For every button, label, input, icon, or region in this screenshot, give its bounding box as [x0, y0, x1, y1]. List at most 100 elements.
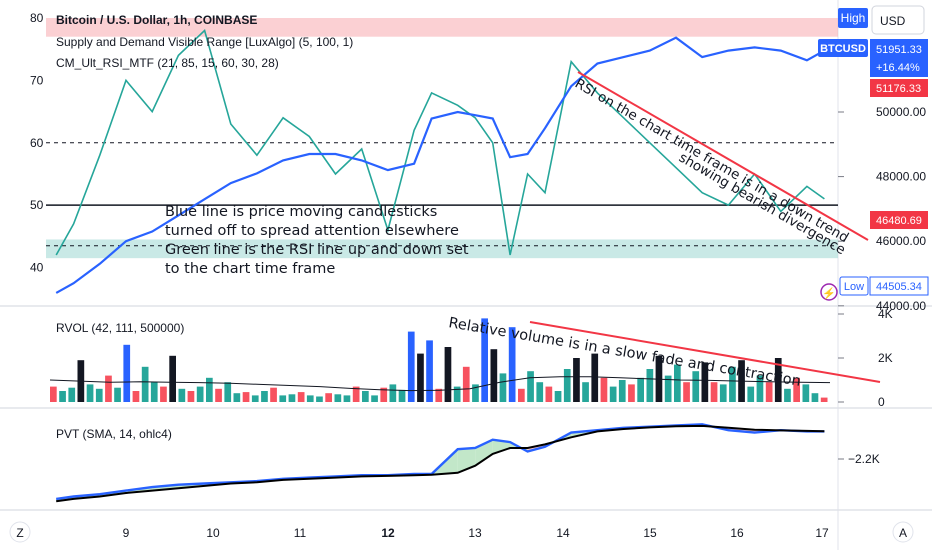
rvol-bar	[279, 395, 287, 402]
supply-zone	[46, 18, 838, 37]
rvol-tick-label: 2K	[878, 351, 893, 365]
rvol-bar	[774, 358, 782, 402]
rvol-bar	[536, 382, 544, 402]
rvol-bar	[141, 366, 149, 402]
indicator-supply-demand[interactable]: Supply and Demand Visible Range [LuxAlgo…	[56, 35, 353, 49]
rvol-bar	[233, 393, 241, 402]
time-tick-label: 11	[294, 526, 307, 540]
rsi-tick-label: 60	[30, 136, 44, 150]
rvol-bar	[646, 369, 654, 402]
pvt-fill	[492, 439, 511, 454]
rvol-average-line	[49, 376, 831, 392]
rvol-bar	[50, 386, 57, 402]
rvol-bar	[784, 388, 791, 402]
pvt-tick: −2.2K	[848, 452, 880, 466]
rvol-bar	[710, 382, 718, 402]
rsi-line	[55, 29, 825, 256]
time-tick-label: 16	[730, 526, 744, 540]
rvol-bar	[582, 382, 589, 402]
rvol-bar	[343, 395, 351, 402]
currency-button[interactable]	[871, 5, 925, 35]
rvol-bar	[261, 391, 268, 402]
rvol-bar	[105, 375, 112, 402]
rvol-bar	[518, 388, 525, 402]
rvol-bar	[150, 382, 158, 402]
rvol-bar	[417, 353, 424, 402]
rvol-bar	[811, 393, 819, 402]
auto-scale-button-label: A	[899, 526, 907, 540]
time-tick-label: 13	[468, 526, 482, 540]
low-price-tag	[869, 276, 929, 296]
rvol-bar	[793, 377, 800, 402]
rvol-bar	[765, 382, 773, 402]
time-tick-label: 10	[206, 526, 220, 540]
price-tick-label: 50000.00	[876, 105, 926, 119]
rvol-bar	[692, 371, 700, 402]
rvol-bar	[196, 386, 204, 402]
rvol-bar	[747, 386, 755, 402]
rvol-bar	[545, 386, 553, 402]
rsi-tick-label: 70	[30, 73, 44, 87]
pvt-title[interactable]: PVT (SMA, 14, ohlc4)	[56, 427, 172, 441]
rvol-bar	[701, 362, 709, 402]
currency-button-label: USD	[880, 14, 906, 28]
rvol-tick-label: 0	[878, 395, 885, 409]
rvol-title[interactable]: RVOL (42, 111, 500000)	[56, 321, 184, 335]
rvol-bar	[637, 377, 644, 402]
rvol-bar	[820, 397, 828, 402]
rvol-bar	[435, 388, 443, 402]
symbol-badge	[818, 39, 868, 57]
rvol-bar	[719, 384, 727, 402]
level-tag-red	[870, 79, 928, 97]
time-tick-label: 9	[123, 526, 130, 540]
rvol-bar	[609, 386, 617, 402]
low-price: 44505.34	[876, 281, 922, 293]
high-button-label: High	[841, 11, 866, 25]
symbol-title: Bitcoin / U.S. Dollar, 1h, COINBASE	[56, 13, 257, 27]
price-tick-label: 46000.00	[876, 234, 926, 248]
rvol-bar	[618, 380, 626, 402]
demand-zone	[46, 239, 838, 259]
timezone-button[interactable]	[9, 521, 31, 543]
left-note-line: Blue line is price moving candlesticks	[165, 204, 437, 220]
rvol-bar	[683, 382, 690, 402]
rvol-bar	[600, 377, 608, 402]
rvol-bar	[371, 395, 378, 402]
rvol-bar	[444, 347, 452, 402]
rvol-bar	[472, 384, 479, 402]
rsi-tick-label: 40	[30, 261, 44, 275]
level-tag-red-2	[870, 211, 928, 229]
rsi-tick-label: 80	[30, 11, 44, 25]
rvol-bar	[169, 355, 176, 402]
rvol-bar	[288, 394, 296, 402]
auto-scale-button[interactable]	[892, 521, 914, 543]
time-tick-label: 17	[815, 526, 829, 540]
rvol-bar	[224, 382, 232, 402]
symbol-badge-label: BTCUSD	[820, 43, 866, 55]
low-badge	[839, 276, 869, 296]
pvt-line	[56, 423, 825, 501]
timezone-button-label: Z	[16, 526, 23, 540]
rvol-bar	[674, 364, 681, 402]
change-percent: +16.44%	[876, 62, 920, 74]
high-button[interactable]	[838, 8, 868, 28]
price-tick-label: 44000.00	[876, 299, 926, 313]
rvol-bar	[325, 393, 332, 402]
pvt-sma-line	[56, 424, 825, 503]
rvol-bar	[628, 384, 635, 402]
rvol-bar	[563, 369, 571, 402]
rvol-bar	[187, 391, 195, 402]
alert-icon[interactable]	[820, 283, 838, 301]
rvol-bar	[316, 396, 323, 402]
rvol-bar	[206, 377, 213, 402]
rvol-bar	[215, 388, 222, 402]
rvol-bar	[554, 391, 562, 402]
rvol-trend-line	[529, 321, 881, 383]
rvol-bar	[380, 387, 388, 402]
indicator-rsi[interactable]: CM_Ult_RSI_MTF (21, 85, 15, 60, 30, 28)	[56, 56, 279, 70]
rvol-bar	[407, 331, 415, 402]
last-price: 51951.33	[876, 44, 922, 56]
rvol-bar	[756, 375, 764, 402]
level-red-2-value: 46480.69	[876, 215, 922, 227]
